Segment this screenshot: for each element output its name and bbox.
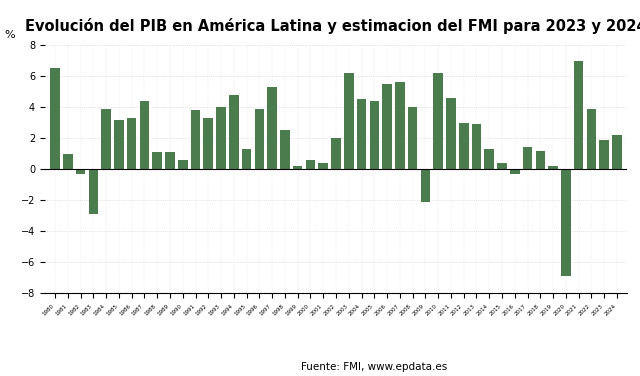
Bar <box>229 95 239 169</box>
Bar <box>548 166 558 169</box>
Bar <box>204 118 213 169</box>
Bar <box>612 135 622 169</box>
Bar <box>510 169 520 174</box>
Bar <box>216 107 226 169</box>
Bar <box>332 138 340 169</box>
Bar <box>472 124 481 169</box>
Bar <box>523 147 532 169</box>
Bar <box>255 109 264 169</box>
Text: Fuente: FMI, www.epdata.es: Fuente: FMI, www.epdata.es <box>301 362 447 372</box>
Bar <box>152 152 162 169</box>
Bar <box>600 140 609 169</box>
Bar <box>433 73 443 169</box>
Bar <box>395 82 404 169</box>
Bar <box>420 169 430 202</box>
Bar <box>484 149 494 169</box>
Text: %: % <box>4 30 15 40</box>
Bar <box>574 61 584 169</box>
Bar <box>536 150 545 169</box>
Bar <box>63 154 72 169</box>
Bar <box>344 73 353 169</box>
Bar <box>178 160 188 169</box>
Bar <box>382 84 392 169</box>
Bar <box>293 166 303 169</box>
Bar <box>140 101 149 169</box>
Bar <box>446 98 456 169</box>
Bar <box>587 109 596 169</box>
Bar <box>459 123 468 169</box>
Bar <box>268 87 277 169</box>
Bar <box>306 160 316 169</box>
Bar <box>88 169 98 214</box>
Bar <box>497 163 507 169</box>
Bar <box>101 109 111 169</box>
Bar <box>242 149 252 169</box>
Bar <box>127 118 136 169</box>
Bar <box>356 99 366 169</box>
Bar <box>165 152 175 169</box>
Bar <box>280 130 290 169</box>
Bar <box>319 163 328 169</box>
Bar <box>114 120 124 169</box>
Bar <box>561 169 571 276</box>
Bar <box>76 169 85 174</box>
Bar <box>369 101 379 169</box>
Title: Evolución del PIB en América Latina y estimacion del FMI para 2023 y 2024: Evolución del PIB en América Latina y es… <box>25 18 640 34</box>
Bar <box>408 107 417 169</box>
Bar <box>50 68 60 169</box>
Bar <box>191 110 200 169</box>
